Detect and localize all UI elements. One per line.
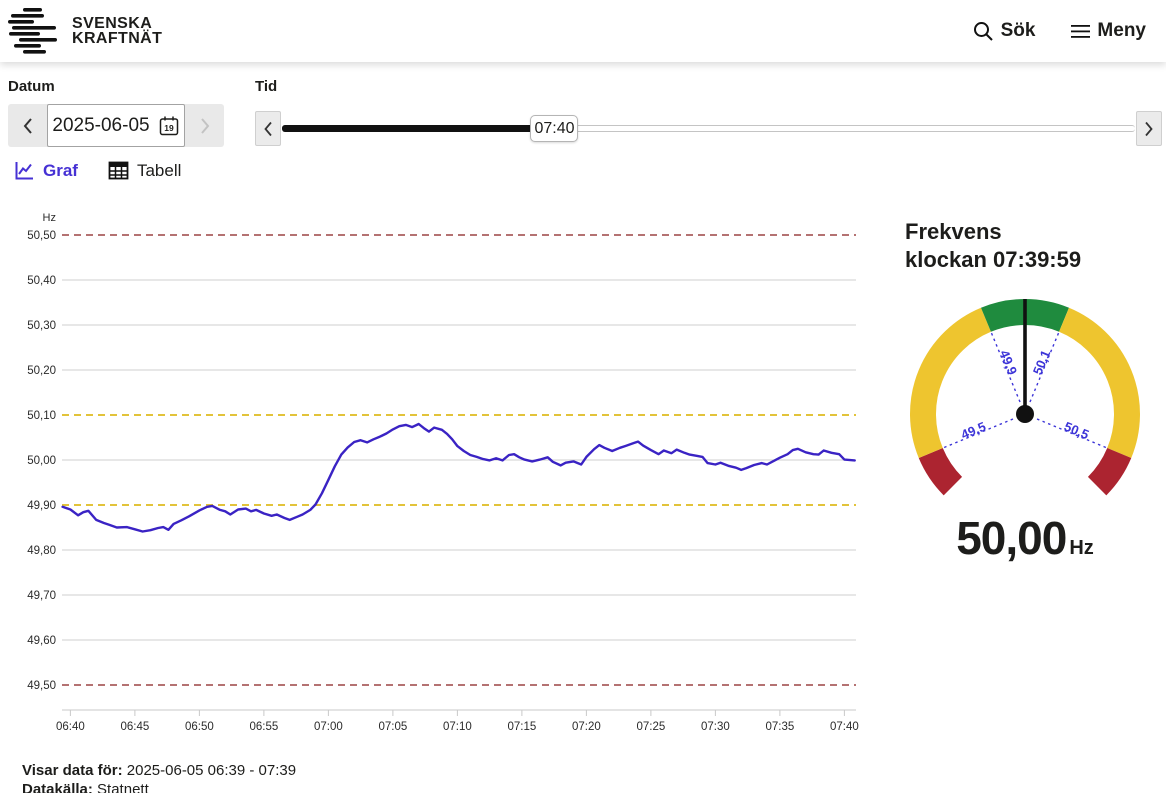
chevron-right-icon [1145, 121, 1153, 136]
y-tick-label: 49,70 [27, 590, 56, 602]
line-chart-icon [15, 162, 33, 180]
time-block: Tid 07:40 [255, 78, 1162, 146]
gauge-title: Frekvens klockan 07:39:59 [905, 218, 1163, 274]
x-tick-label: 07:35 [765, 721, 794, 733]
x-tick-label: 07:25 [636, 721, 665, 733]
gauge-tick-line [1029, 332, 1060, 403]
logo-wordmark: SVENSKA KRAFTNÄT [72, 15, 163, 47]
date-label: Datum [8, 78, 55, 95]
logo[interactable]: SVENSKA KRAFTNÄT [8, 7, 163, 55]
time-slider-fill [282, 125, 555, 132]
gauge-tick-line [990, 332, 1021, 403]
y-tick-label: 50,50 [27, 230, 56, 242]
menu-label: Meny [1097, 20, 1146, 41]
y-axis-unit-label: Hz [43, 212, 56, 224]
y-tick-label: 50,00 [27, 455, 56, 467]
y-tick-label: 49,90 [27, 500, 56, 512]
x-tick-label: 06:55 [249, 721, 278, 733]
gauge-segment [910, 307, 992, 458]
x-tick-label: 07:15 [507, 721, 536, 733]
gauge-value-unit: Hz [1069, 537, 1094, 559]
view-tabs: Graf Tabell [14, 160, 181, 181]
y-tick-label: 50,30 [27, 320, 56, 332]
y-tick-label: 50,40 [27, 275, 56, 287]
x-tick-label: 07:20 [572, 721, 601, 733]
gauge-title-line2: klockan 07:39:59 [905, 247, 1082, 272]
svenska-kraftnat-logo-mark [8, 7, 57, 54]
frequency-gauge: 49,5 49,9 50,1 50,5 [905, 288, 1145, 503]
y-tick-label: 50,10 [27, 410, 56, 422]
date-prev-button[interactable] [8, 104, 47, 147]
frequency-gauge-panel: Frekvens klockan 07:39:59 49,5 49,9 50,1 50… [905, 218, 1163, 565]
date-next-button[interactable] [185, 104, 224, 147]
table-icon [108, 161, 129, 180]
x-tick-label: 07:10 [443, 721, 472, 733]
gauge-tick-label: 50,5 [1062, 419, 1091, 443]
menu-icon [1071, 24, 1091, 38]
x-tick-label: 06:40 [56, 721, 85, 733]
data-source-text: Datakälla: Statnett [22, 781, 149, 793]
x-tick-label: 06:50 [185, 721, 214, 733]
chevron-left-icon [23, 117, 32, 134]
header-actions: Sök Meny [973, 20, 1146, 42]
y-tick-label: 50,20 [27, 365, 56, 377]
x-tick-label: 07:40 [830, 721, 859, 733]
frequency-line-chart: 50,50 50,40 50,30 50,20 50,10 50,00 49,90 49,80… [0, 205, 880, 740]
chevron-right-icon [200, 117, 209, 134]
calendar-icon: 19 [159, 116, 178, 135]
gauge-title-line1: Frekvens [905, 219, 1002, 244]
gauge-tick-label: 49,5 [959, 419, 988, 443]
controls-bar: Datum 2025-06-05 19 [0, 70, 1166, 155]
gauge-segment [918, 447, 963, 496]
chevron-left-icon [264, 121, 272, 136]
tab-tabell[interactable]: Tabell [108, 161, 181, 181]
gauge-segment [1058, 307, 1140, 458]
y-tick-label: 49,80 [27, 545, 56, 557]
tab-graf-label: Graf [43, 160, 78, 180]
time-label: Tid [255, 78, 278, 95]
time-prev-button[interactable] [255, 111, 281, 146]
tab-tabell-label: Tabell [136, 160, 182, 180]
y-tick-label: 49,60 [27, 635, 56, 647]
header: SVENSKA KRAFTNÄT Sök Meny [0, 0, 1166, 62]
gauge-tick-label: 50,1 [1030, 348, 1054, 377]
time-slider-handle[interactable]: 07:40 [530, 115, 579, 142]
y-tick-label: 49,50 [27, 680, 56, 692]
tab-graf[interactable]: Graf [14, 160, 78, 181]
date-input[interactable]: 2025-06-05 19 [47, 104, 185, 147]
svg-text:19: 19 [164, 123, 174, 133]
time-slider-row: 07:40 [255, 111, 1162, 146]
gauge-value: 50,00 Hz [905, 511, 1145, 565]
gauge-pivot [1016, 405, 1034, 423]
date-value: 2025-06-05 [52, 114, 150, 136]
search-button[interactable]: Sök [973, 20, 1036, 42]
gauge-value-number: 50,00 [956, 512, 1067, 564]
x-tick-label: 07:30 [701, 721, 730, 733]
time-slider[interactable]: 07:40 [282, 111, 1135, 146]
showing-data-text: Visar data för: 2025-06-05 06:39 - 07:39 [22, 762, 297, 779]
menu-button[interactable]: Meny [1071, 20, 1146, 42]
frequency-series-line [61, 422, 856, 533]
footer: Visar data för: 2025-06-05 06:39 - 07:39… [22, 761, 296, 793]
x-tick-label: 07:00 [314, 721, 343, 733]
gauge-tick-label: 49,9 [997, 348, 1021, 377]
time-slider-track[interactable] [282, 125, 1135, 132]
date-picker: 2025-06-05 19 [8, 104, 224, 147]
date-block: Datum 2025-06-05 19 [8, 78, 224, 147]
search-label: Sök [1000, 20, 1036, 41]
x-tick-label: 07:05 [378, 721, 407, 733]
time-next-button[interactable] [1136, 111, 1162, 146]
gauge-segment [1087, 447, 1132, 496]
x-tick-label: 06:45 [120, 721, 149, 733]
search-icon [973, 21, 993, 41]
